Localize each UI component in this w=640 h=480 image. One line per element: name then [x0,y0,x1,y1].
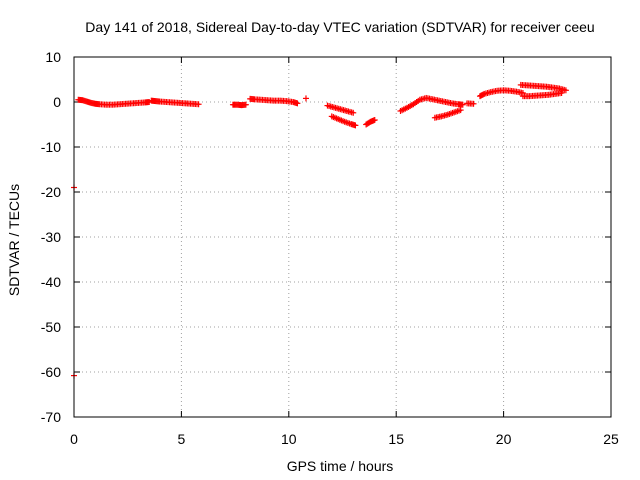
data-point-marker [195,101,202,108]
x-axis-label: GPS time / hours [287,458,394,474]
data-point-marker [371,117,378,123]
y-axis-label: SDTVAR / TECUs [6,184,22,296]
y-tick-label: 10 [45,49,61,65]
x-tick-label: 15 [388,431,404,447]
data-point-marker [459,101,466,108]
y-tick-label: -20 [41,184,61,200]
data-point-marker [302,95,309,102]
y-tick-label: -50 [41,319,61,335]
y-tick-label: -70 [41,409,61,425]
x-tick-label: 20 [496,431,512,447]
y-tick-label: -10 [41,139,61,155]
x-tick-label: 25 [603,431,619,447]
x-tick-label: 10 [281,431,297,447]
y-tick-label: -30 [41,229,61,245]
chart-title: Day 141 of 2018, Sidereal Day-to-day VTE… [85,19,594,35]
data-point-marker [242,101,249,108]
x-tick-label: 5 [178,431,186,447]
data-point-marker [558,90,565,96]
data-point-marker [562,87,569,94]
x-tick-labels: 0 5 10 15 20 25 [70,431,619,447]
data-points [71,81,569,379]
plot-frame [73,56,612,418]
data-point-marker [350,109,357,116]
y-tick-labels: 10 0 -10 -20 -30 -40 -50 -60 -70 [41,49,61,425]
y-tick-label: -40 [41,274,61,290]
data-point-marker [457,107,464,114]
x-tick-label: 0 [70,431,78,447]
y-tick-label: -60 [41,364,61,380]
grid-lines [74,57,611,417]
data-point-marker [352,122,359,129]
data-point-marker [294,100,301,107]
y-tick-label: 0 [53,94,61,110]
data-point-marker [470,100,477,107]
